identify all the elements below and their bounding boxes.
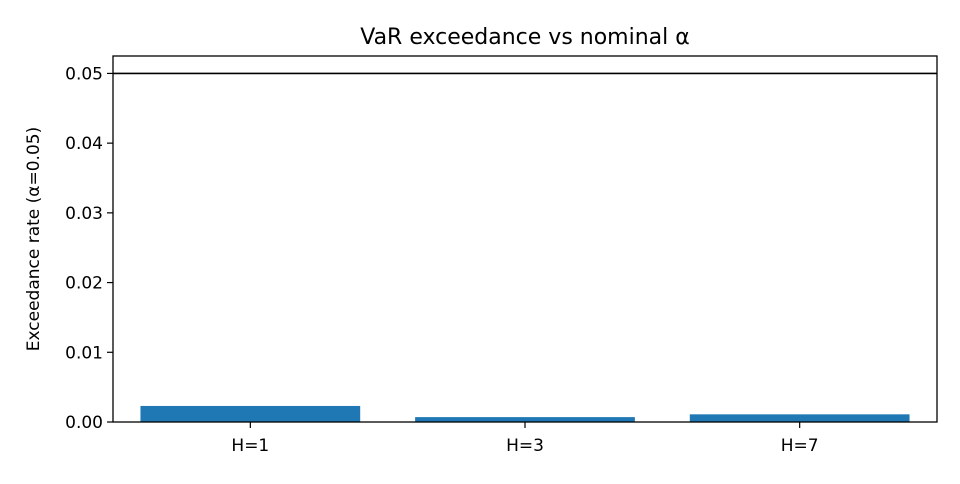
- y-axis-label: Exceedance rate (α=0.05): [24, 127, 44, 351]
- y-tick-label: 0.05: [65, 64, 103, 84]
- y-tick-label: 0.02: [65, 274, 103, 294]
- plot-area: 0.00 0.01 0.02 0.03 0.04 0.05 H=1 H=3 H=7: [65, 55, 938, 456]
- y-tick-label: 0.04: [65, 134, 103, 154]
- bar-h1: [140, 405, 361, 422]
- chart-title: VaR exceedance vs nominal α: [360, 25, 690, 50]
- bar-h7: [689, 414, 910, 422]
- x-tick-label: H=7: [781, 436, 819, 456]
- x-tick-label: H=3: [506, 436, 544, 456]
- y-tick-label: 0.01: [65, 343, 103, 363]
- y-tick-label: 0.00: [65, 413, 103, 433]
- y-tick-label: 0.03: [65, 204, 103, 224]
- bar-h3: [415, 417, 635, 422]
- x-tick-label: H=1: [231, 436, 269, 456]
- plot-frame: [112, 55, 938, 423]
